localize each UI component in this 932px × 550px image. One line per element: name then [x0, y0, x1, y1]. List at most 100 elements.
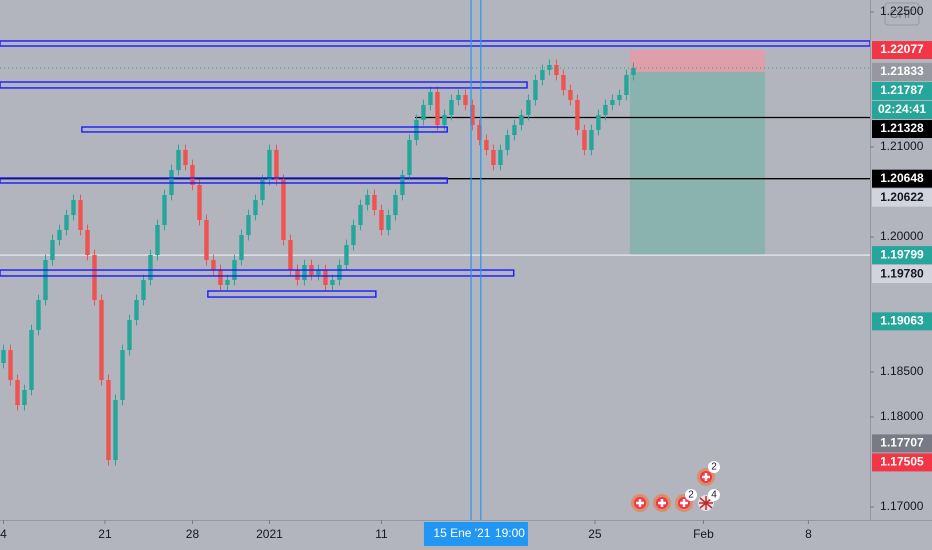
price-label: 1.22077 — [880, 42, 924, 56]
candle-body — [442, 114, 447, 126]
candle-body — [477, 125, 482, 140]
price-label-bg — [872, 82, 932, 101]
y-tick-label: 1.17000 — [880, 499, 924, 513]
candle-body — [400, 174, 405, 195]
price-label: 1.21328 — [880, 121, 924, 135]
price-label: 1.17505 — [880, 455, 924, 469]
candle-body — [148, 255, 153, 281]
crosshair-time: 19:00 — [495, 526, 525, 540]
candle-body — [57, 229, 62, 240]
candle-body — [526, 100, 531, 115]
x-tick-label: Feb — [693, 527, 714, 541]
event-icon-cross — [658, 499, 666, 507]
position-target — [629, 72, 766, 256]
price-label-bg — [872, 434, 932, 453]
candle-body — [316, 270, 321, 275]
price-label: 1.19063 — [880, 314, 924, 328]
candle-body — [50, 239, 55, 261]
candle-body — [155, 225, 160, 256]
candle-body — [281, 180, 286, 240]
candle-body — [204, 219, 209, 261]
event-icon-cross — [702, 473, 710, 481]
candle-body — [225, 280, 230, 285]
candle-body — [589, 129, 594, 150]
candle-body — [463, 94, 468, 105]
candle-body — [190, 164, 195, 185]
event-badge: 4 — [711, 490, 717, 501]
price-label: 1.21787 — [880, 83, 924, 97]
candle-body — [428, 91, 433, 105]
y-tick-label: 1.18500 — [880, 364, 924, 378]
x-tick-label: 11 — [375, 527, 388, 541]
event-icons[interactable]: 2 2 4 — [631, 461, 720, 512]
candle-body — [134, 300, 139, 320]
candle-body — [106, 380, 111, 461]
candle-body — [274, 149, 279, 181]
candle-body — [484, 139, 489, 150]
candle-body — [631, 67, 636, 75]
candle-body — [78, 200, 83, 230]
candle-body — [64, 215, 69, 230]
event-icon-flag — [699, 496, 713, 510]
candle-body — [456, 94, 461, 101]
candle-body — [575, 100, 580, 130]
candle-body — [246, 215, 251, 236]
candle-body — [211, 260, 216, 271]
candle-body — [519, 114, 524, 126]
candle-body — [29, 329, 34, 391]
candle-body — [512, 125, 517, 136]
event-icon-cross — [680, 499, 688, 507]
candle-body — [127, 319, 132, 351]
price-label: 1.17707 — [880, 436, 924, 450]
candle-body — [540, 69, 545, 81]
candle-body — [561, 74, 566, 91]
zone — [0, 269, 515, 277]
price-label-bg — [872, 169, 932, 188]
currency-box[interactable] — [884, 2, 920, 26]
candle-body — [365, 194, 370, 205]
candle-body — [533, 80, 538, 101]
candle-body — [36, 300, 41, 330]
y-tick-label: 1.20000 — [880, 229, 924, 243]
x-tick-label: 21 — [98, 527, 112, 541]
countdown: 02:24:41 — [878, 102, 926, 116]
candle-body — [43, 260, 48, 301]
overlay: 15 Ene '21 19:00 1.22077 1.21833 1.21787 02:2… — [423, 41, 932, 546]
candle-body — [505, 135, 510, 150]
candle-body — [176, 149, 181, 171]
event-badge-bg — [685, 489, 697, 501]
candle-body — [582, 129, 587, 150]
candle-body — [253, 200, 258, 216]
candle-body — [323, 270, 328, 285]
candle-body — [85, 229, 90, 256]
plot-area — [0, 0, 871, 520]
zone — [0, 81, 528, 89]
event-badge-bg — [708, 461, 720, 473]
candle-body — [99, 300, 104, 381]
event-badge: 2 — [688, 490, 694, 501]
x-tick-label: 4 — [0, 527, 7, 541]
zone — [81, 126, 448, 133]
currency-label: CHF — [890, 7, 915, 21]
x-tick-label: 8 — [805, 527, 812, 541]
price-label-bg — [872, 453, 932, 472]
candle-body — [22, 390, 27, 406]
price-label-bg — [872, 188, 932, 207]
candle-body — [162, 194, 167, 226]
x-tick-label: 2021 — [256, 527, 283, 541]
price-label-bg — [872, 265, 932, 284]
zone — [207, 290, 377, 298]
candle-body — [617, 94, 622, 101]
candle-body — [239, 235, 244, 261]
price-label: 1.21833 — [880, 64, 924, 78]
candle-body — [218, 270, 223, 285]
candle-body — [603, 104, 608, 115]
candle-body — [337, 264, 342, 281]
price-label: 1.19780 — [880, 266, 924, 280]
event-badge: 2 — [711, 462, 717, 473]
price-label: 1.20648 — [880, 171, 924, 185]
price-label-bg — [872, 41, 932, 60]
countdown-bg — [872, 101, 932, 120]
